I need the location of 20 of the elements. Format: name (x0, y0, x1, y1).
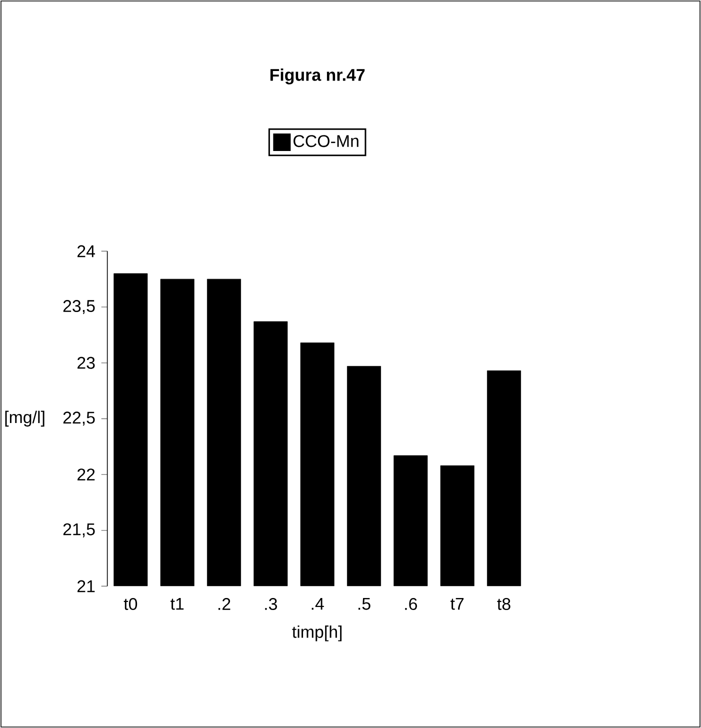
legend-label: CCO-Mn (294, 135, 358, 148)
x-axis-title: timp[h] (292, 626, 342, 642)
x-tick-label: .5 (358, 598, 370, 610)
y-tick-label: 23,5 (63, 300, 95, 314)
chart-title: Figura nr.47 (270, 68, 365, 84)
y-tick-label: 22,5 (63, 412, 95, 426)
y-tick-label: 23 (78, 356, 95, 369)
x-tick-label: .6 (405, 598, 417, 610)
x-tick-label: t0 (124, 598, 138, 610)
y-tick-label: 22 (78, 468, 95, 480)
y-tick-label: 21 (78, 580, 95, 592)
x-tick-label: t1 (170, 598, 184, 610)
x-tick-label: .4 (312, 598, 324, 610)
y-tick-label: 24 (78, 245, 95, 258)
x-tick-label: .2 (218, 598, 230, 610)
y-axis-title: [mg/l] (5, 410, 44, 427)
x-tick-label: t7 (450, 598, 464, 610)
x-tick-label: .3 (265, 598, 277, 610)
y-tick-label: 21,5 (63, 523, 95, 538)
x-tick-label: t8 (497, 598, 510, 610)
